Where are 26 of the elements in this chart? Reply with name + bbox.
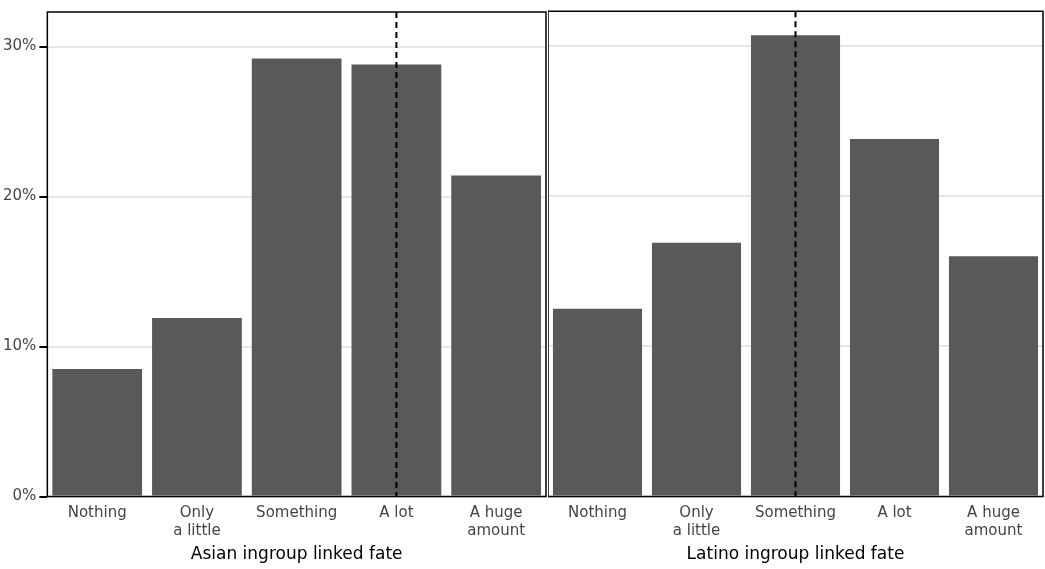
y-tick-label: 0% bbox=[12, 486, 37, 505]
x-tick-label: Something bbox=[256, 503, 338, 522]
bar bbox=[152, 318, 242, 496]
bar bbox=[552, 308, 643, 496]
x-tick-label: A huge amount bbox=[964, 503, 1023, 540]
x-tick-label: Only a little bbox=[672, 503, 721, 540]
bar bbox=[651, 242, 742, 496]
x-tick-label: A huge amount bbox=[467, 503, 526, 540]
y-tick-label: 20% bbox=[3, 186, 37, 205]
x-tick-label: Nothing bbox=[568, 503, 627, 522]
x-tick-label: A lot bbox=[877, 503, 912, 522]
bar bbox=[351, 64, 442, 496]
bar bbox=[948, 256, 1039, 496]
y-tick-label: 10% bbox=[3, 336, 37, 355]
y-tick-label: 30% bbox=[3, 36, 37, 55]
x-tick-label: Only a little bbox=[173, 503, 221, 540]
bar bbox=[52, 369, 143, 496]
x-axis-title: Asian ingroup linked fate bbox=[190, 543, 403, 564]
x-tick-label: A lot bbox=[379, 503, 414, 522]
bar bbox=[251, 58, 342, 496]
bar bbox=[750, 35, 841, 496]
bar bbox=[451, 175, 542, 496]
x-tick-label: Something bbox=[754, 503, 837, 522]
bar bbox=[849, 139, 940, 496]
x-axis-title: Latino ingroup linked fate bbox=[686, 543, 905, 564]
x-tick-label: Nothing bbox=[67, 503, 127, 522]
